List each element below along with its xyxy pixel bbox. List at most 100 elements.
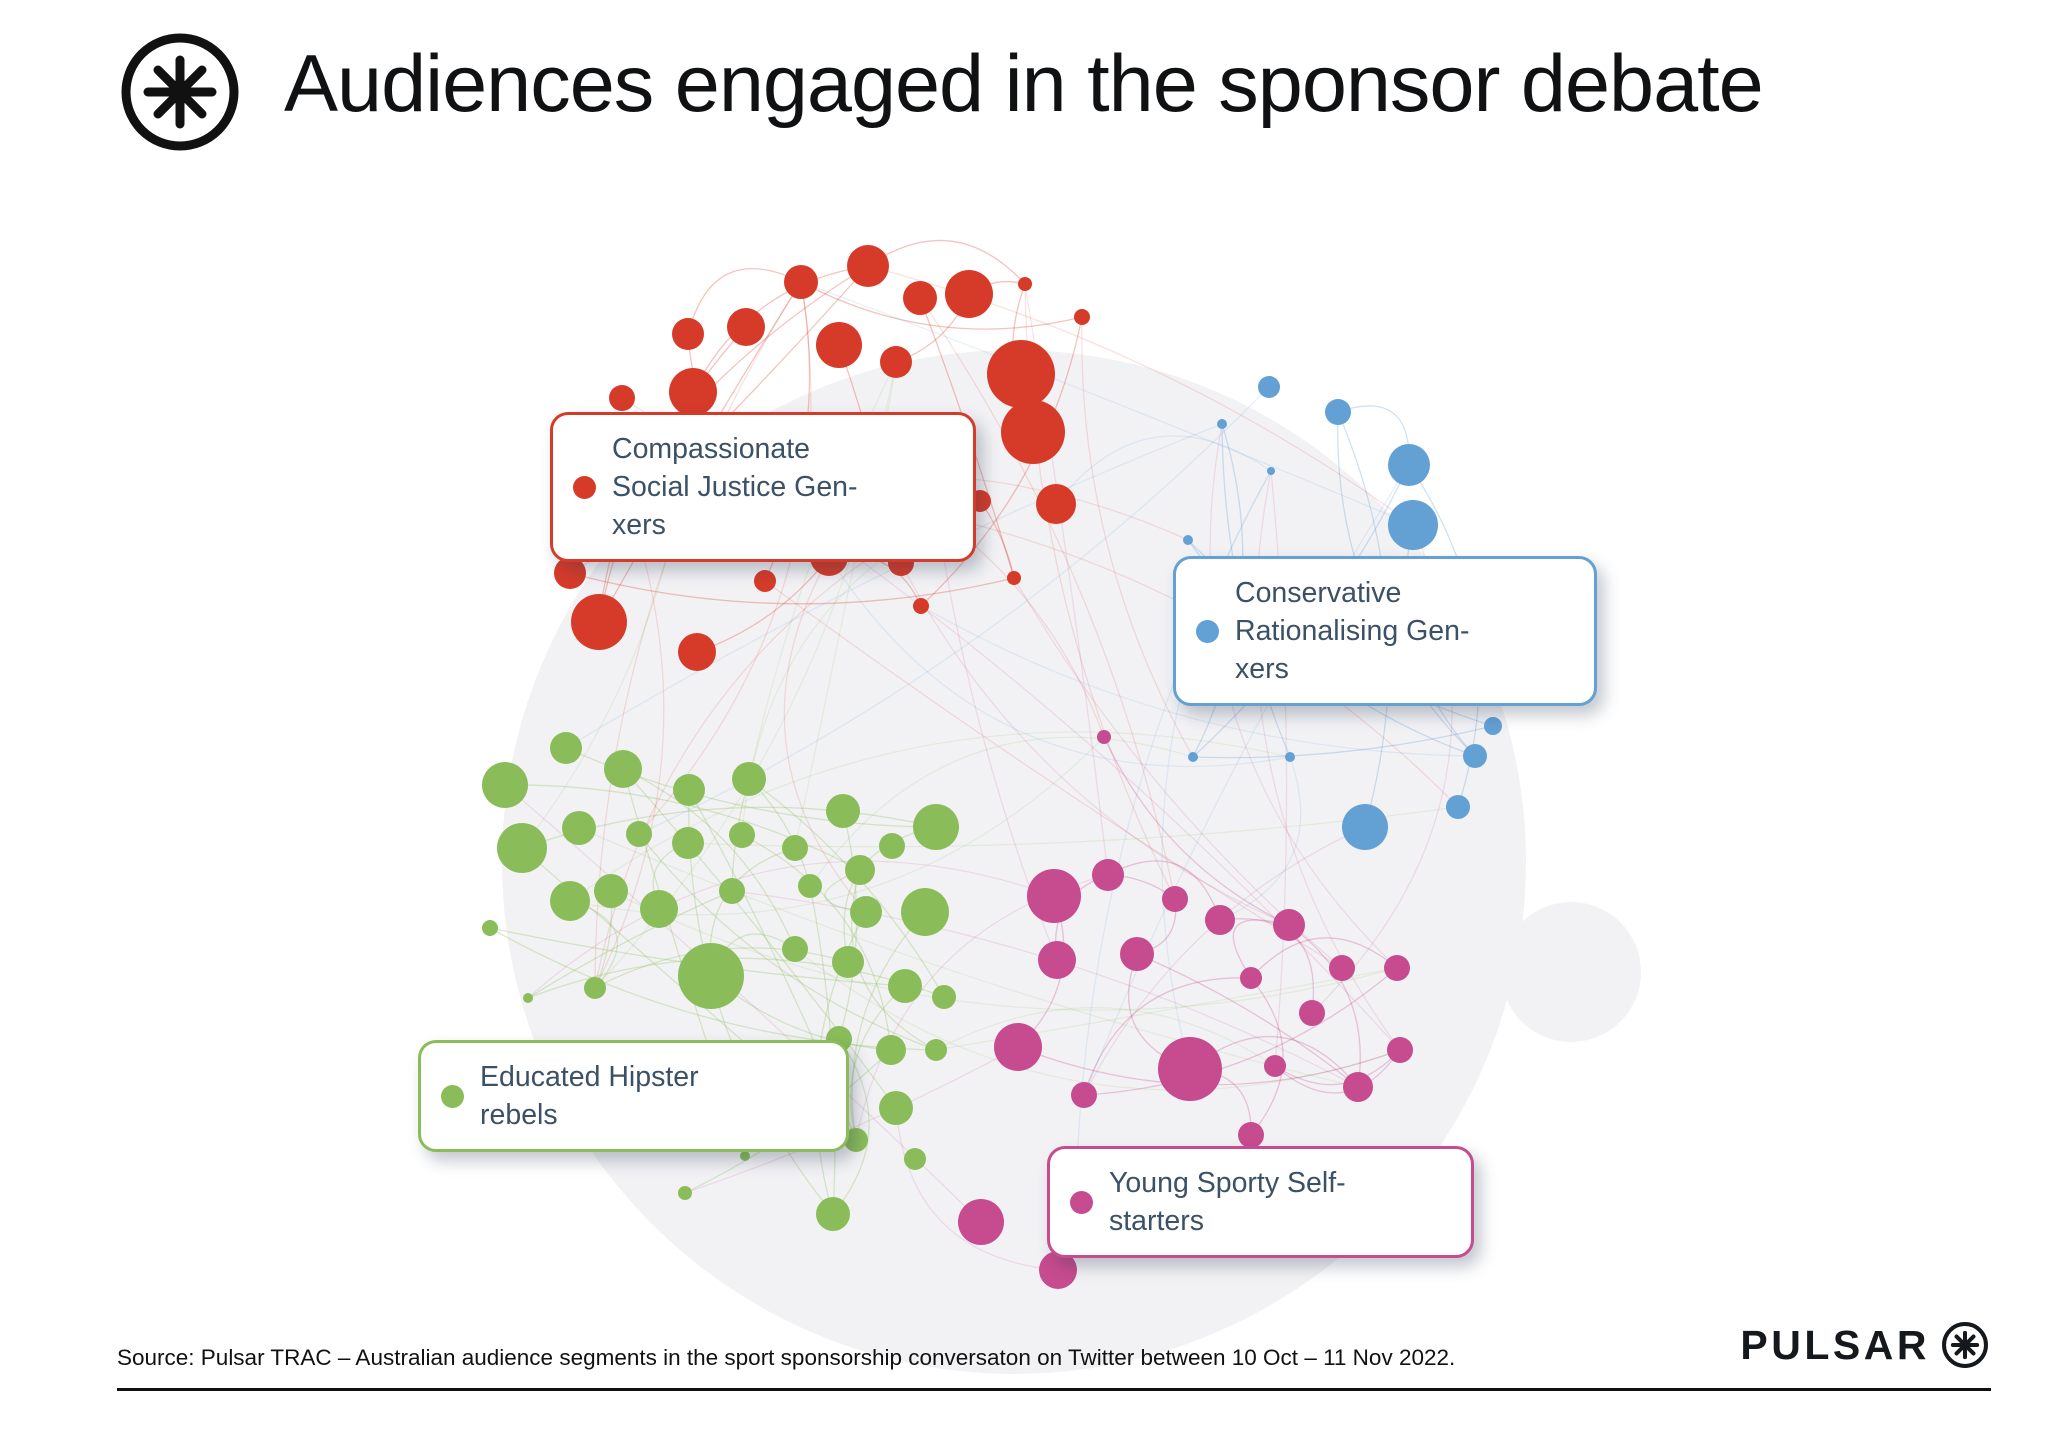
audience-node: [888, 969, 922, 1003]
network-edge: [1136, 953, 1359, 1088]
page-title: Audiences engaged in the sponsor debate: [284, 39, 1764, 129]
network-edge: [838, 810, 858, 1040]
audience-node: [1188, 752, 1198, 762]
network-edge: [622, 768, 897, 1109]
audience-node: [1162, 886, 1188, 912]
audience-node: [945, 270, 993, 318]
audience-node: [1267, 467, 1275, 475]
label-line: rebels: [480, 1099, 558, 1131]
network-edge: [684, 1046, 1019, 1194]
network-edge: [1083, 464, 1410, 1096]
network-edge: [610, 890, 1398, 1011]
audience-node: [826, 794, 860, 828]
audience-node: [1387, 1037, 1413, 1063]
audience-node: [550, 732, 582, 764]
network-edge: [1107, 860, 1221, 921]
audience-node: [1120, 937, 1154, 971]
audience-node: [719, 878, 745, 904]
network-edge: [800, 281, 1083, 330]
network-edge: [1192, 725, 1494, 759]
audience-node: [1388, 500, 1438, 550]
label-line: Conservative: [1235, 577, 1402, 609]
audience-node: [816, 1197, 850, 1231]
audience-node: [1027, 869, 1081, 923]
audience-node: [672, 318, 704, 350]
audience-node: [901, 888, 949, 936]
audience-node: [932, 985, 956, 1009]
network-edge: [1081, 316, 1194, 758]
audience-node: [626, 821, 652, 847]
audience-node: [816, 322, 862, 368]
audience-node: [1183, 535, 1193, 545]
audience-node: [832, 946, 864, 978]
audience-node: [913, 804, 959, 850]
network-edge: [622, 768, 796, 950]
audience-node: [672, 827, 704, 859]
background-blob: [1501, 902, 1641, 1042]
audience-node: [903, 281, 937, 315]
network-edge: [569, 731, 1291, 902]
audience-node: [1238, 1122, 1264, 1148]
audience-node: [1039, 1251, 1077, 1289]
network-edge: [1083, 977, 1252, 1096]
cluster-label-text: Educated Hipster rebels: [480, 1058, 699, 1134]
audience-node: [497, 823, 547, 873]
network-edge: [1083, 967, 1398, 1096]
audience-node: [782, 936, 808, 962]
network-edge: [850, 869, 937, 1051]
network-edge: [809, 736, 1194, 887]
audience-node: [482, 920, 498, 936]
cluster-label-young-sporty-self-starters: Young Sporty Self- starters: [1047, 1146, 1474, 1258]
label-line: Social Justice Gen-: [612, 471, 858, 503]
cluster-color-dot-red: [573, 475, 596, 499]
audience-node: [987, 340, 1055, 408]
audience-node: [1329, 955, 1355, 981]
network-edge: [832, 1038, 870, 1215]
audience-node: [847, 245, 889, 287]
audience-node: [1384, 955, 1410, 981]
pulsar-logo-icon: [121, 33, 239, 151]
label-line: Educated Hipster: [480, 1061, 699, 1093]
audience-node: [678, 1186, 692, 1200]
network-edge: [569, 572, 1015, 605]
audience-node: [1038, 941, 1076, 979]
audience-node: [845, 855, 875, 885]
network-edge: [1250, 937, 1398, 979]
audience-node: [740, 1151, 750, 1161]
cluster-color-dot-green: [441, 1084, 464, 1108]
network-edge: [527, 860, 1055, 999]
cluster-color-dot-pink: [1070, 1190, 1093, 1214]
network-edge: [578, 827, 1359, 1088]
network-edge: [1232, 919, 1290, 979]
label-line: Rationalising Gen-: [1235, 615, 1470, 647]
audience-node: [844, 1128, 868, 1152]
audience-node: [1484, 717, 1502, 735]
network-edge: [851, 911, 926, 1141]
label-line: Compassionate: [612, 433, 811, 465]
audience-node: [1240, 967, 1262, 989]
audience-node: [594, 874, 628, 908]
pulsar-asterisk-logo: [118, 30, 242, 154]
network-edge: [783, 556, 867, 913]
network-edge: [764, 580, 1343, 969]
audience-node: [904, 1148, 926, 1170]
audience-node: [1299, 1000, 1325, 1026]
cluster-label-text: Conservative Rationalising Gen- xers: [1235, 574, 1469, 688]
cluster-label-compassionate-social-justice-genxers: Compassionate Social Justice Gen- xers: [550, 412, 976, 562]
network-edge: [696, 556, 830, 653]
audience-node: [1007, 571, 1021, 585]
pulsar-brand-text: PULSAR: [1740, 1321, 1930, 1368]
label-line: starters: [1109, 1205, 1205, 1237]
audience-node: [669, 368, 717, 416]
audience-node: [913, 598, 929, 614]
network-edge: [1274, 1049, 1401, 1086]
network-edge: [489, 927, 937, 1051]
network-edge: [1274, 1049, 1401, 1094]
network-edge: [1288, 924, 1361, 1088]
cluster-educated-hipster-rebels: [482, 732, 959, 1231]
audience-node: [562, 811, 596, 845]
network-edge: [828, 556, 1291, 768]
network-edge: [920, 316, 1083, 607]
audience-node: [1074, 309, 1090, 325]
